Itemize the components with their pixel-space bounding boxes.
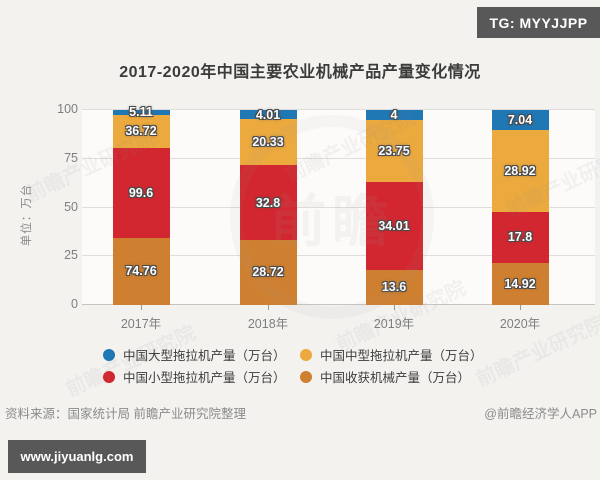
credit-note: @前瞻经济学人APP xyxy=(484,407,597,421)
x-tick-label: 2019年 xyxy=(373,317,415,331)
x-tick-mark xyxy=(268,305,269,310)
legend: 中国大型拖拉机产量（万台） 中国中型拖拉机产量（万台） 中国小型拖拉机产量（万台… xyxy=(103,345,483,386)
legend-item-small-tractor: 中国小型拖拉机产量（万台） xyxy=(103,367,300,386)
bar-segment: 36.72 xyxy=(112,114,170,148)
bar-segment: 14.92 xyxy=(491,262,549,305)
x-tick-mark xyxy=(141,305,142,310)
segment-value-label: 14.92 xyxy=(504,276,536,291)
segment-value-label: 36.72 xyxy=(125,124,157,139)
segment-value-label: 4 xyxy=(390,108,398,123)
bar-segment: 34.01 xyxy=(365,181,423,270)
x-tick-mark xyxy=(520,305,521,310)
legend-swatch-brown-icon xyxy=(300,370,312,383)
y-axis-title: 单位：万台 xyxy=(21,183,33,247)
segment-value-label: 99.6 xyxy=(128,185,154,200)
segment-value-label: 17.8 xyxy=(507,230,533,245)
gridline xyxy=(82,206,595,208)
x-tick-label: 2018年 xyxy=(247,317,289,331)
segment-value-label: 28.92 xyxy=(504,164,536,179)
legend-label: 中国中型拖拉机产量（万台） xyxy=(320,349,483,363)
bar-segment: 20.33 xyxy=(239,119,297,166)
segment-value-label: 34.01 xyxy=(378,218,410,233)
data-source-note: 资料来源：国家统计局 前瞻产业研究院整理 xyxy=(5,407,246,421)
gridline xyxy=(82,157,595,159)
bar-segment: 23.75 xyxy=(365,120,423,182)
bar-segment: 4.01 xyxy=(239,107,297,122)
y-tick-label: 50 xyxy=(64,199,78,214)
bar-group-2017年: 74.76 99.6 36.72 5.11 xyxy=(112,105,170,305)
gridline xyxy=(82,109,595,110)
x-tick-mark xyxy=(394,305,395,310)
bar-segment: 32.8 xyxy=(239,165,297,240)
bar-segment: 74.76 xyxy=(112,237,170,305)
legend-swatch-red-icon xyxy=(103,370,115,383)
gridline xyxy=(82,255,595,257)
segment-value-label: 20.33 xyxy=(252,135,284,150)
segment-value-label: 28.72 xyxy=(252,265,284,280)
site-watermark-badge: www.jiyuanlg.com xyxy=(8,440,146,473)
segment-value-label: 4.01 xyxy=(255,107,281,122)
bar-segment: 7.04 xyxy=(491,110,549,130)
legend-label: 中国小型拖拉机产量（万台） xyxy=(123,371,286,385)
bar-segment: 28.92 xyxy=(491,130,549,213)
bar-segment: 99.6 xyxy=(112,147,170,238)
segment-value-label: 13.6 xyxy=(381,280,407,295)
bar-group-2018年: 28.72 32.8 20.33 4.01 xyxy=(239,107,297,305)
segment-value-label: 74.76 xyxy=(125,264,157,279)
segment-value-label: 23.75 xyxy=(378,144,410,159)
legend-label: 中国收获机械产量（万台） xyxy=(320,371,471,385)
legend-item-harvest-machine: 中国收获机械产量（万台） xyxy=(300,367,483,386)
legend-swatch-yellow-icon xyxy=(300,348,312,361)
x-tick-label: 2020年 xyxy=(499,317,541,331)
gridline xyxy=(82,304,595,305)
legend-label: 中国大型拖拉机产量（万台） xyxy=(123,349,286,363)
bar-segment: 4 xyxy=(365,108,423,123)
bar-segment: 28.72 xyxy=(239,239,297,305)
legend-swatch-blue-icon xyxy=(103,348,115,361)
segment-value-label: 5.11 xyxy=(129,105,153,120)
segment-value-label: 32.8 xyxy=(255,195,281,210)
bar-group-2020年: 14.92 17.8 28.92 7.04 xyxy=(491,110,549,305)
legend-item-large-tractor: 中国大型拖拉机产量（万台） xyxy=(103,345,300,364)
x-tick-label: 2017年 xyxy=(120,317,162,331)
tg-watermark-badge: TG: MYYJJPP xyxy=(477,7,600,38)
y-tick-label: 75 xyxy=(64,150,78,165)
plot-area: 74.76 99.6 36.72 5.11 28.72 32.8 20.33 4.01 13.6… xyxy=(82,105,595,305)
bar-segment: 5.11 xyxy=(112,105,170,119)
bar-segment: 17.8 xyxy=(491,212,549,263)
y-tick-label: 25 xyxy=(64,248,78,263)
y-tick-label: 100 xyxy=(57,102,78,116)
chart-title: 2017-2020年中国主要农业机械产品产量变化情况 xyxy=(119,64,481,81)
bar-segment: 13.6 xyxy=(365,269,423,305)
legend-item-medium-tractor: 中国中型拖拉机产量（万台） xyxy=(300,345,483,364)
bar-group-2019年: 13.6 34.01 23.75 4 xyxy=(365,108,423,305)
y-tick-label: 0 xyxy=(71,297,78,311)
segment-value-label: 7.04 xyxy=(507,113,533,127)
